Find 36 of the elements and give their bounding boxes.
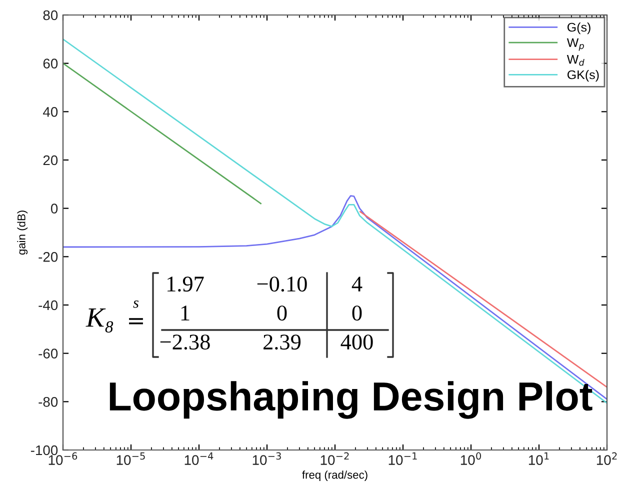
annotation: 2.39 (264, 334, 301, 350)
annotation: = (129, 318, 143, 324)
x-tick-label: 10$^{−4}$ (184, 452, 214, 465)
y-tick-label: -60 (38, 348, 58, 359)
annotation: 400 (340, 334, 373, 350)
x-tick-label: 10$^{1}$ (528, 452, 549, 465)
y-tick-label: 40 (43, 107, 58, 117)
y-tick-label: 80 (43, 10, 58, 20)
x-tick-label: 10$^{2}$ (596, 452, 617, 465)
x-tick-label: 10$^{−1}$ (388, 452, 417, 465)
legend-label: W$_{p}$ (566, 38, 584, 51)
annotation: 1 (181, 306, 190, 320)
annotation: 1.97 (168, 276, 204, 292)
annotation: 0 (352, 306, 362, 321)
x-tick-label: 10$^{−3}$ (252, 452, 281, 465)
y-tick-label: 20 (43, 155, 58, 166)
legend-label: W$_{d}$ (566, 55, 584, 66)
y-tick-label: -20 (38, 252, 58, 262)
annotation: −2.38 (160, 334, 210, 350)
y-tick-label: 60 (43, 58, 58, 69)
x-axis-title: freq (rad/sec) (302, 470, 368, 481)
annotation: 4 (352, 276, 362, 292)
y-axis-title: gain (dB) (17, 210, 28, 255)
annotation: 0 (277, 306, 287, 321)
x-tick-label: 10$^{0}$ (460, 452, 482, 465)
text: Loopshaping Design Plot (110, 381, 592, 419)
legend-label: GK(s) (567, 70, 599, 82)
annotation: −0.10 (257, 276, 307, 292)
annotation: s (133, 300, 139, 308)
y-tick-label: -80 (38, 397, 58, 407)
annotation: K₈ (86, 308, 114, 333)
y-tick-label: 0 (50, 204, 58, 214)
x-tick-label: 10$^{−5}$ (116, 452, 145, 465)
y-tick-label: -40 (38, 300, 58, 310)
legend-label: G(s) (567, 22, 590, 34)
x-tick-label: 10$^{−2}$ (320, 452, 349, 465)
